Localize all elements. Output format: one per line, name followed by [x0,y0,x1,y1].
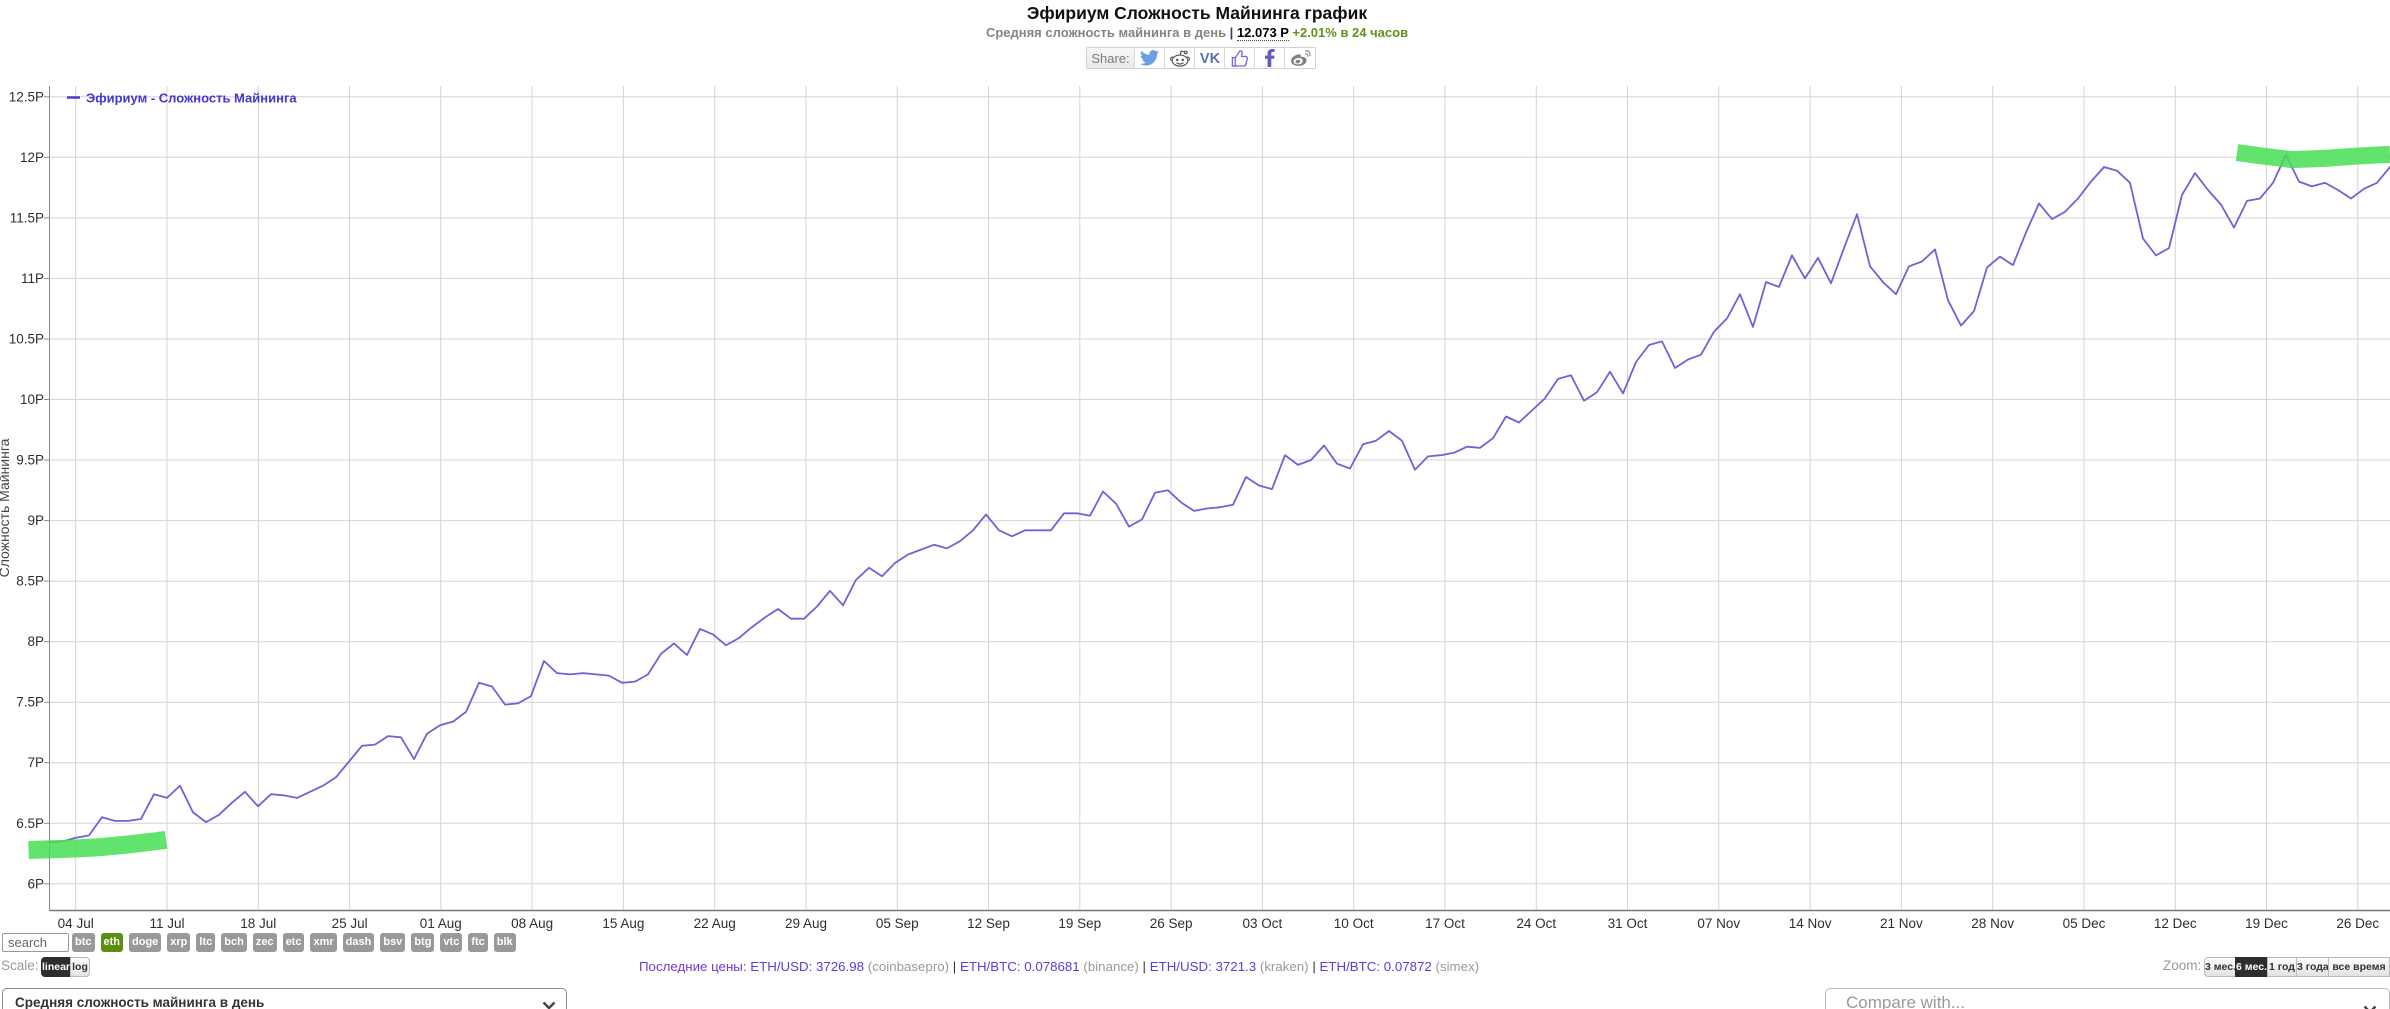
svg-text:18 Jul: 18 Jul [240,916,276,931]
svg-text:10P: 10P [20,392,44,407]
svg-text:26 Sep: 26 Sep [1150,916,1193,931]
svg-text:05 Dec: 05 Dec [2063,916,2106,931]
svg-text:8P: 8P [27,634,44,649]
svg-text:07 Nov: 07 Nov [1697,916,1740,931]
svg-text:31 Oct: 31 Oct [1608,916,1648,931]
svg-text:19 Dec: 19 Dec [2245,916,2288,931]
svg-text:05 Sep: 05 Sep [876,916,919,931]
svg-text:10.5P: 10.5P [9,332,44,347]
svg-text:26 Dec: 26 Dec [2336,916,2379,931]
svg-text:15 Aug: 15 Aug [602,916,644,931]
svg-text:04 Jul: 04 Jul [58,916,94,931]
svg-text:12P: 12P [20,150,44,165]
svg-text:25 Jul: 25 Jul [332,916,368,931]
svg-text:08 Aug: 08 Aug [511,916,553,931]
svg-text:Сложность Майнинга: Сложность Майнинга [0,438,12,577]
svg-text:01 Aug: 01 Aug [420,916,462,931]
svg-text:10 Oct: 10 Oct [1334,916,1374,931]
svg-text:29 Aug: 29 Aug [785,916,827,931]
svg-text:VK: VK [1199,51,1220,65]
svg-text:11P: 11P [21,271,44,286]
svg-text:9P: 9P [27,513,44,528]
svg-text:24 Oct: 24 Oct [1516,916,1556,931]
svg-text:9.5P: 9.5P [16,453,44,468]
svg-text:7.5P: 7.5P [16,695,44,710]
svg-text:8.5P: 8.5P [16,574,44,589]
svg-text:6.5P: 6.5P [16,816,44,831]
svg-text:21 Nov: 21 Nov [1880,916,1923,931]
svg-text:12 Dec: 12 Dec [2154,916,2197,931]
svg-text:28 Nov: 28 Nov [1971,916,2014,931]
svg-text:19 Sep: 19 Sep [1058,916,1101,931]
svg-text:Эфириум - Сложность Майнинга: Эфириум - Сложность Майнинга [86,91,297,106]
svg-text:6P: 6P [27,876,44,891]
svg-text:11.5P: 11.5P [10,210,44,225]
svg-text:11 Jul: 11 Jul [149,916,184,931]
svg-text:14 Nov: 14 Nov [1789,916,1832,931]
svg-text:22 Aug: 22 Aug [694,916,736,931]
svg-text:7P: 7P [27,755,44,770]
svg-text:12 Sep: 12 Sep [967,916,1010,931]
svg-text:12.5P: 12.5P [9,89,44,104]
svg-text:03 Oct: 03 Oct [1243,916,1283,931]
svg-text:17 Oct: 17 Oct [1425,916,1465,931]
